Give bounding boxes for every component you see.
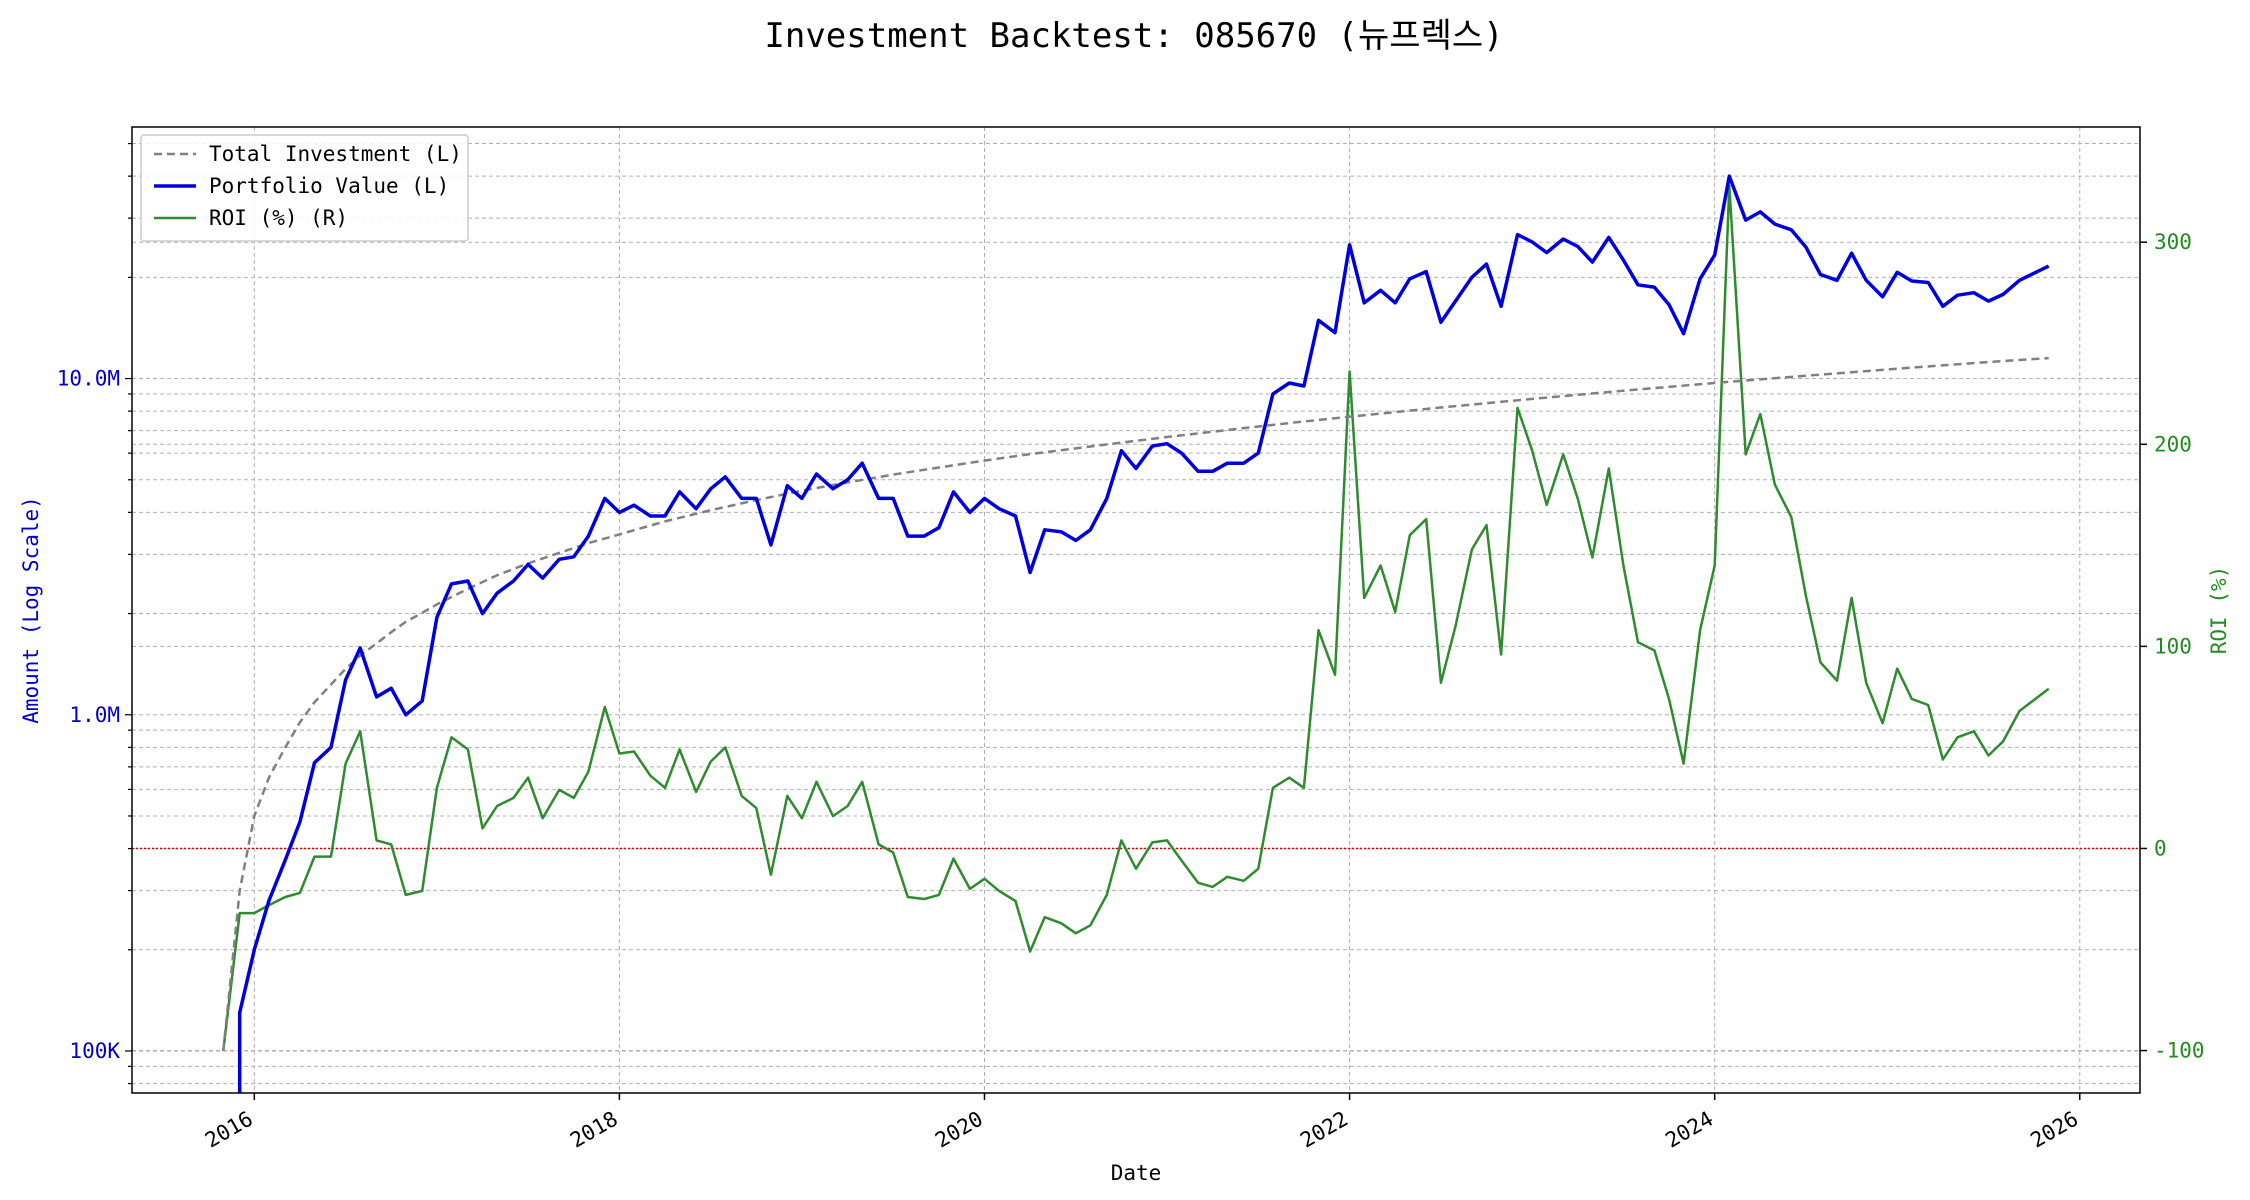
portfolio-value-line — [237, 174, 2050, 1093]
x-tick-label: 2024 — [1661, 1107, 1717, 1153]
legend-label-roi: ROI (%) (R) — [209, 206, 348, 230]
legend-label-investment: Total Investment (L) — [209, 142, 462, 166]
x-tick-label: 2020 — [931, 1107, 987, 1153]
chart-title: Investment Backtest: 085670 (뉴프렉스) — [764, 16, 1503, 56]
y-right-tick-label: 0 — [2154, 836, 2167, 860]
y-right-tick-label: -100 — [2154, 1039, 2205, 1063]
y-axis-right-label: ROI (%) — [2207, 566, 2231, 655]
grid-lines — [132, 127, 2140, 1093]
y-axis-left-label: Amount (Log Scale) — [19, 496, 43, 724]
x-tick-label: 2026 — [2026, 1107, 2082, 1153]
y-left-tick-label: 10.0M — [57, 367, 120, 391]
y-right-tick-label: 200 — [2154, 432, 2192, 456]
y-right-tick-label: 100 — [2154, 634, 2192, 658]
roi-line — [222, 184, 2050, 1051]
y-right-tick-label: 300 — [2154, 230, 2192, 254]
plot-frame — [131, 126, 2141, 1094]
y-left-tick-label: 100K — [69, 1039, 120, 1063]
legend-label-portfolio: Portfolio Value (L) — [209, 174, 449, 198]
x-axis-label: Date — [1111, 1161, 1162, 1185]
x-tick-label: 2022 — [1296, 1107, 1352, 1153]
x-tick-label: 2018 — [566, 1107, 622, 1153]
series-layer — [222, 174, 2050, 1093]
legend-box — [140, 134, 469, 242]
legend: Total Investment (L) Portfolio Value (L)… — [140, 134, 469, 242]
total-investment-line — [222, 356, 2049, 1052]
x-tick-label: 2016 — [201, 1107, 257, 1153]
y-left-tick-label: 1.0M — [69, 703, 120, 727]
